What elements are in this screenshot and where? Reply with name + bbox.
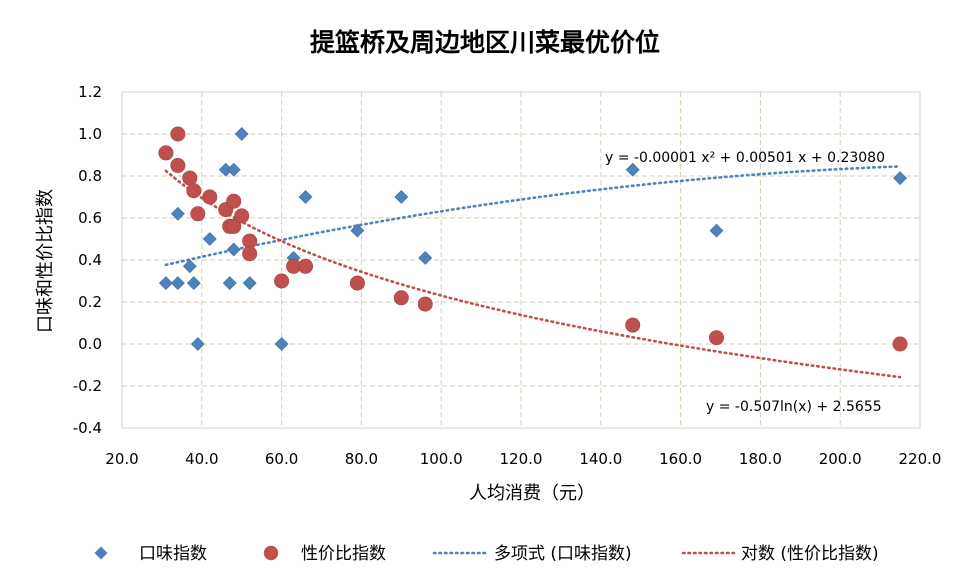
value-index-point — [186, 183, 202, 199]
taste-index-point — [226, 242, 241, 257]
y-axis-tick-labels: -0.4 -0.2 0.0 0.2 0.4 0.6 0.8 1.0 1.2 — [73, 83, 102, 437]
y-tick-label: 0.6 — [78, 209, 102, 227]
value-index-point — [892, 336, 908, 352]
taste-index-point — [222, 276, 237, 291]
x-tick-label: 60.0 — [265, 450, 298, 468]
value-index-point — [170, 126, 186, 142]
y-tick-label: 0.0 — [78, 335, 102, 353]
value-index-point — [417, 296, 433, 312]
value-index-point — [298, 258, 314, 274]
x-tick-label: 200.0 — [819, 450, 862, 468]
x-tick-label: 160.0 — [659, 450, 702, 468]
taste-index-point — [350, 223, 365, 238]
taste-index-point — [242, 276, 257, 291]
plot-border — [121, 91, 921, 429]
taste-index-point — [709, 223, 724, 238]
data-markers — [158, 126, 908, 352]
value-index-point — [709, 330, 725, 346]
taste-index-point — [190, 337, 205, 351]
legend-value-marker — [263, 545, 279, 561]
gridlines — [121, 91, 921, 429]
y-tick-label: 0.8 — [78, 167, 102, 185]
value-index-point — [349, 275, 365, 291]
taste-index-point — [893, 171, 907, 186]
value-index-point — [234, 208, 250, 224]
legend-taste-marker — [94, 546, 108, 560]
x-tick-label: 100.0 — [420, 450, 463, 468]
y-tick-label: 0.2 — [78, 293, 102, 311]
x-tick-label: 220.0 — [899, 450, 942, 468]
y-axis-label: 口味和性价比指数 — [35, 189, 56, 333]
value-index-point — [274, 273, 290, 289]
chart-title: 提篮桥及周边地区川菜最优价位 — [310, 28, 660, 57]
taste-index-point — [418, 250, 433, 265]
taste-index-point — [298, 190, 313, 204]
value-index-point — [158, 145, 174, 161]
x-axis-label: 人均消费（元） — [469, 483, 595, 504]
x-tick-label: 180.0 — [739, 450, 782, 468]
taste-index-point — [394, 190, 409, 204]
trendline-polynomial — [164, 165, 902, 267]
x-axis-tick-labels: 20.0 40.0 60.0 80.0 100.0 120.0 140.0 160.0 180.… — [105, 450, 941, 468]
legend-value-label: 性价比指数 — [301, 544, 386, 564]
x-tick-label: 80.0 — [345, 450, 378, 468]
value-index-point — [182, 170, 198, 186]
taste-index-point — [182, 259, 197, 274]
x-tick-label: 40.0 — [185, 450, 218, 468]
legend-logarithmic-label: 对数 (性价比指数) — [741, 544, 879, 564]
trendline-logarithmic — [164, 169, 902, 379]
taste-index-point — [158, 276, 173, 291]
value-index-point — [242, 246, 258, 262]
taste-index-point — [170, 276, 185, 291]
y-tick-label: 1.2 — [78, 83, 102, 101]
trendline-equation-logarithmic: y = -0.507ln(x) + 2.5655 — [706, 399, 882, 415]
value-index-point — [202, 189, 218, 205]
legend: 口味指数 性价比指数 多项式 (口味指数) 对数 (性价比指数) — [94, 544, 879, 564]
taste-index-point — [186, 276, 201, 291]
x-tick-label: 20.0 — [105, 450, 138, 468]
taste-index-point — [226, 162, 241, 177]
taste-index-point — [202, 232, 217, 246]
legend-polynomial-label: 多项式 (口味指数) — [494, 544, 632, 564]
value-index-point — [170, 158, 186, 174]
trendlines — [164, 165, 902, 379]
taste-index-point — [274, 337, 289, 351]
value-index-point — [242, 233, 258, 249]
plot-area — [121, 91, 921, 429]
value-index-point — [625, 317, 641, 333]
y-tick-label: -0.2 — [73, 377, 102, 395]
x-tick-label: 120.0 — [500, 450, 543, 468]
x-tick-label: 140.0 — [579, 450, 622, 468]
y-tick-label: -0.4 — [73, 419, 102, 437]
value-index-point — [226, 193, 242, 209]
value-index-point — [393, 290, 409, 306]
taste-index-point — [170, 206, 185, 221]
value-index-point — [226, 218, 242, 234]
taste-index-point — [625, 162, 640, 177]
legend-taste-label: 口味指数 — [139, 544, 207, 564]
value-index-point — [190, 206, 206, 222]
taste-index-point — [234, 127, 249, 141]
y-tick-label: 1.0 — [78, 125, 102, 143]
y-tick-label: 0.4 — [78, 251, 102, 269]
trendline-equation-polynomial: y = -0.00001 x² + 0.00501 x + 0.23080 — [605, 150, 885, 166]
